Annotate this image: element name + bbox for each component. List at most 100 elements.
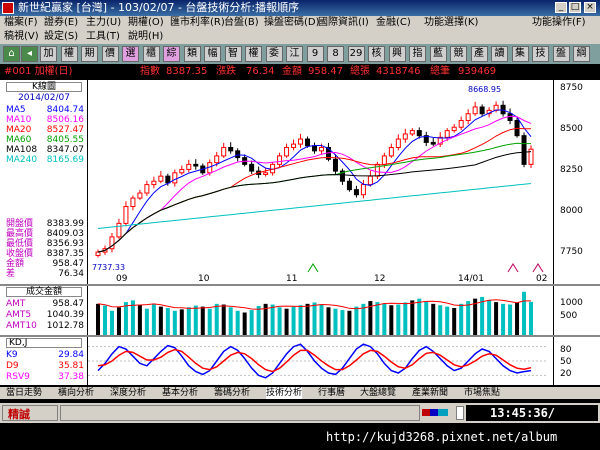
menu-item-10[interactable]: 功能操作(F)	[532, 17, 586, 28]
menu-item-3[interactable]: 期權(O)	[128, 17, 164, 28]
menu-item-11[interactable]: 稿視(V)	[4, 31, 39, 42]
volume-bar	[151, 303, 156, 335]
candle-body	[437, 136, 443, 145]
tab-8[interactable]: 產業新聞	[412, 388, 449, 398]
toolbar-button-26[interactable]: 綱	[573, 46, 590, 62]
candle-body	[277, 155, 283, 165]
volume-legend: 成交金額 AMT 958.47 AMT5 1040.39 AMT10 1012.78	[0, 286, 87, 335]
menu-item-8[interactable]: 金融(C)	[376, 17, 411, 28]
candle-body	[430, 141, 436, 145]
y-tick-label: 80	[560, 345, 572, 355]
minimize-icon[interactable]: _	[555, 2, 567, 13]
toolbar-button-13[interactable]: 9	[306, 46, 324, 62]
toolbar-button-19[interactable]: 藍	[429, 46, 447, 62]
toolbar-button-18[interactable]: 指	[409, 46, 426, 62]
menu-item-12[interactable]: 設定(S)	[44, 31, 79, 42]
toolbar-button-24[interactable]: 技	[532, 46, 549, 62]
vol-row: AMT10 1012.78	[6, 321, 84, 331]
volume-bar	[312, 302, 317, 335]
toolbar-button-3[interactable]: 價	[101, 46, 119, 62]
volume-bar	[347, 310, 352, 335]
toolbar-button-0[interactable]: 加	[40, 46, 57, 62]
volume-bar	[214, 303, 219, 335]
menu-item-9[interactable]: 功能選擇(K)	[424, 17, 479, 28]
menu-item-14[interactable]: 說明(H)	[128, 31, 164, 42]
ohlc-row: 開盤價 8383.99	[6, 219, 84, 229]
ma-name: MA240	[6, 155, 38, 165]
y-tick-label: 500	[560, 311, 578, 321]
ma-line-MA240	[97, 183, 532, 229]
toolbar-button-23[interactable]: 集	[511, 46, 529, 62]
amt5-line	[97, 299, 531, 310]
ma-name: MA10	[6, 115, 32, 125]
toolbar-button-7[interactable]: 類	[183, 46, 201, 62]
menu-item-4[interactable]: 匯市利率(R)	[170, 17, 225, 28]
prev-button[interactable]: ◂	[21, 46, 38, 62]
kline-chart: 8668.95 7737.33	[92, 85, 544, 273]
volume-bar	[529, 301, 534, 335]
volume-bar	[417, 298, 422, 335]
kline-panel: 8668.95 7737.33	[88, 80, 553, 274]
tab-0[interactable]: 當日走勢	[6, 388, 43, 398]
tab-1[interactable]: 橫向分析	[58, 388, 95, 398]
x-tick-label: 11	[286, 274, 298, 284]
candle-body	[249, 163, 255, 172]
menu-item-13[interactable]: 工具(T)	[86, 31, 120, 42]
home-button[interactable]: ⌂	[3, 46, 20, 62]
tab-6[interactable]: 行事曆	[318, 388, 346, 398]
toolbar-button-4[interactable]: 選	[122, 46, 139, 62]
y-tick-label: 8500	[560, 124, 583, 134]
volume-bar	[137, 304, 142, 335]
kline-title[interactable]: K線圖	[6, 82, 82, 92]
tab-4[interactable]: 籌碼分析	[214, 388, 251, 398]
toolbar-button-25[interactable]: 盤	[552, 46, 570, 62]
tab-3[interactable]: 基本分析	[162, 388, 199, 398]
menu-item-0[interactable]: 檔案(F)	[4, 17, 38, 28]
ohlc-row: 差 76.34	[6, 269, 84, 279]
toolbar-button-17[interactable]: 興	[388, 46, 406, 62]
candle-body	[158, 175, 164, 182]
kd-title[interactable]: KD,J	[6, 338, 82, 348]
volume-bar	[96, 303, 100, 335]
toolbar-button-14[interactable]: 8	[327, 46, 344, 62]
volume-title[interactable]: 成交金額	[6, 287, 82, 297]
toolbar-button-12[interactable]: 江	[286, 46, 303, 62]
toolbar-button-5[interactable]: 櫃	[142, 46, 160, 62]
toolbar-button-10[interactable]: 權	[245, 46, 262, 62]
ma-value: 8506.16	[46, 115, 84, 125]
kd-name: K9	[6, 350, 18, 360]
toolbar-button-11[interactable]: 委	[265, 46, 283, 62]
toolbar-button-16[interactable]: 核	[368, 46, 385, 62]
toolbar-button-15[interactable]: 29	[347, 46, 365, 62]
maximize-icon[interactable]: □	[569, 2, 581, 13]
toolbar-button-8[interactable]: 幅	[204, 46, 221, 62]
kline-date: 2014/02/07	[18, 93, 70, 103]
kd-name: D9	[6, 361, 19, 371]
ma-row: MA10 8506.16	[6, 115, 84, 125]
toolbar-button-22[interactable]: 讀	[491, 46, 508, 62]
tab-2[interactable]: 深度分析	[110, 388, 147, 398]
menu-item-1[interactable]: 證券(E)	[44, 17, 79, 28]
tab-7[interactable]: 大盤總覽	[360, 388, 397, 398]
toolbar-button-2[interactable]: 期	[81, 46, 98, 62]
toolbar-button-1[interactable]: 權	[60, 46, 78, 62]
change-label: 漲跌	[216, 66, 236, 77]
y-tick-label: 7750	[560, 247, 583, 257]
candle-body	[346, 180, 352, 191]
tab-9[interactable]: 市場焦點	[464, 388, 501, 398]
menu-item-7[interactable]: 國際資訊(I)	[318, 17, 369, 28]
toolbar-button-6[interactable]: 綜	[163, 46, 180, 62]
toolbar-button-21[interactable]: 產	[470, 46, 488, 62]
menu-item-2[interactable]: 主力(U)	[86, 17, 122, 28]
tab-5[interactable]: 技術分析	[266, 387, 303, 399]
candle-body	[144, 184, 150, 194]
volume-chart	[96, 291, 534, 335]
menu-item-5[interactable]: 台盤(B)	[224, 17, 259, 28]
volume-bar	[228, 307, 233, 335]
toolbar-button-20[interactable]: 競	[450, 46, 467, 62]
volume-bar	[186, 307, 191, 335]
close-icon[interactable]: ×	[584, 2, 596, 13]
album-url: http://kujd3268.pixnet.net/album	[326, 430, 558, 444]
menu-item-6[interactable]: 操盤密碼(D)	[264, 17, 320, 28]
toolbar-button-9[interactable]: 智	[224, 46, 242, 62]
